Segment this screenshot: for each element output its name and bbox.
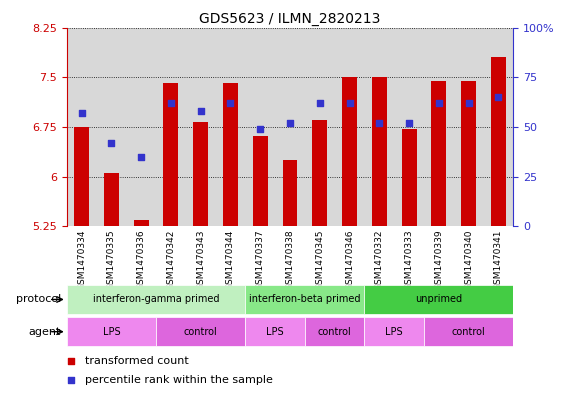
Text: control: control [184,327,218,337]
Text: GSM1470344: GSM1470344 [226,229,235,290]
Text: interferon-beta primed: interferon-beta primed [249,294,361,305]
Bar [461,81,476,226]
Text: GSM1470332: GSM1470332 [375,229,384,290]
Bar [424,28,454,226]
Text: GSM1470339: GSM1470339 [434,229,443,290]
Bar [394,28,424,226]
Text: GSM1470340: GSM1470340 [464,229,473,290]
Point [315,100,324,106]
Bar [126,28,156,226]
Bar [96,28,126,226]
Bar [245,317,305,346]
Point [345,100,354,106]
Bar [454,28,484,226]
Bar [342,77,357,226]
Bar [216,28,245,226]
Bar [364,285,513,314]
Bar [305,28,335,226]
Text: unprimed: unprimed [415,294,462,305]
Point [77,110,86,116]
Bar [245,285,364,314]
Text: GSM1470338: GSM1470338 [285,229,295,290]
Bar [364,317,424,346]
Text: agent: agent [28,327,61,337]
Text: interferon-gamma primed: interferon-gamma primed [93,294,219,305]
Bar [275,28,305,226]
Text: LPS: LPS [266,327,284,337]
Text: GSM1470346: GSM1470346 [345,229,354,290]
Text: protocol: protocol [16,294,61,305]
Point [196,108,205,114]
Bar [156,317,245,346]
Point [136,154,146,160]
Bar [104,173,119,226]
Bar [245,28,275,226]
Point [404,120,414,126]
Bar [186,28,216,226]
Point [166,100,176,106]
Text: GSM1470345: GSM1470345 [316,229,324,290]
Point [326,288,335,294]
Bar [156,28,186,226]
Bar [74,127,89,226]
Bar [67,28,96,226]
Bar [223,83,238,226]
Bar [67,285,245,314]
Bar [67,317,156,346]
Bar [424,317,513,346]
Bar [164,83,178,226]
Text: transformed count: transformed count [85,356,188,366]
Text: LPS: LPS [385,327,403,337]
Bar [491,57,506,226]
Point [494,94,503,100]
Point [464,100,473,106]
Text: GSM1470341: GSM1470341 [494,229,503,290]
Bar [484,28,513,226]
Bar [282,160,298,226]
Point [434,100,444,106]
Text: control: control [452,327,485,337]
Bar [432,81,446,226]
Point [256,126,265,132]
Bar [364,28,394,226]
Bar [133,220,148,226]
Point [226,100,235,106]
Bar [401,129,416,226]
Text: GSM1470343: GSM1470343 [196,229,205,290]
Bar [305,317,364,346]
Text: percentile rank within the sample: percentile rank within the sample [85,375,273,386]
Text: GSM1470337: GSM1470337 [256,229,264,290]
Point [107,140,116,146]
Text: GSM1470336: GSM1470336 [137,229,146,290]
Text: GSM1470334: GSM1470334 [77,229,86,290]
Point [326,109,335,115]
Bar [253,136,268,226]
Bar [312,120,327,226]
Title: GDS5623 / ILMN_2820213: GDS5623 / ILMN_2820213 [200,13,380,26]
Bar [335,28,364,226]
Bar [372,77,387,226]
Bar [193,122,208,226]
Text: GSM1470333: GSM1470333 [405,229,414,290]
Text: control: control [318,327,351,337]
Text: GSM1470335: GSM1470335 [107,229,116,290]
Point [375,120,384,126]
Point [285,120,295,126]
Text: LPS: LPS [103,327,120,337]
Text: GSM1470342: GSM1470342 [166,229,175,290]
